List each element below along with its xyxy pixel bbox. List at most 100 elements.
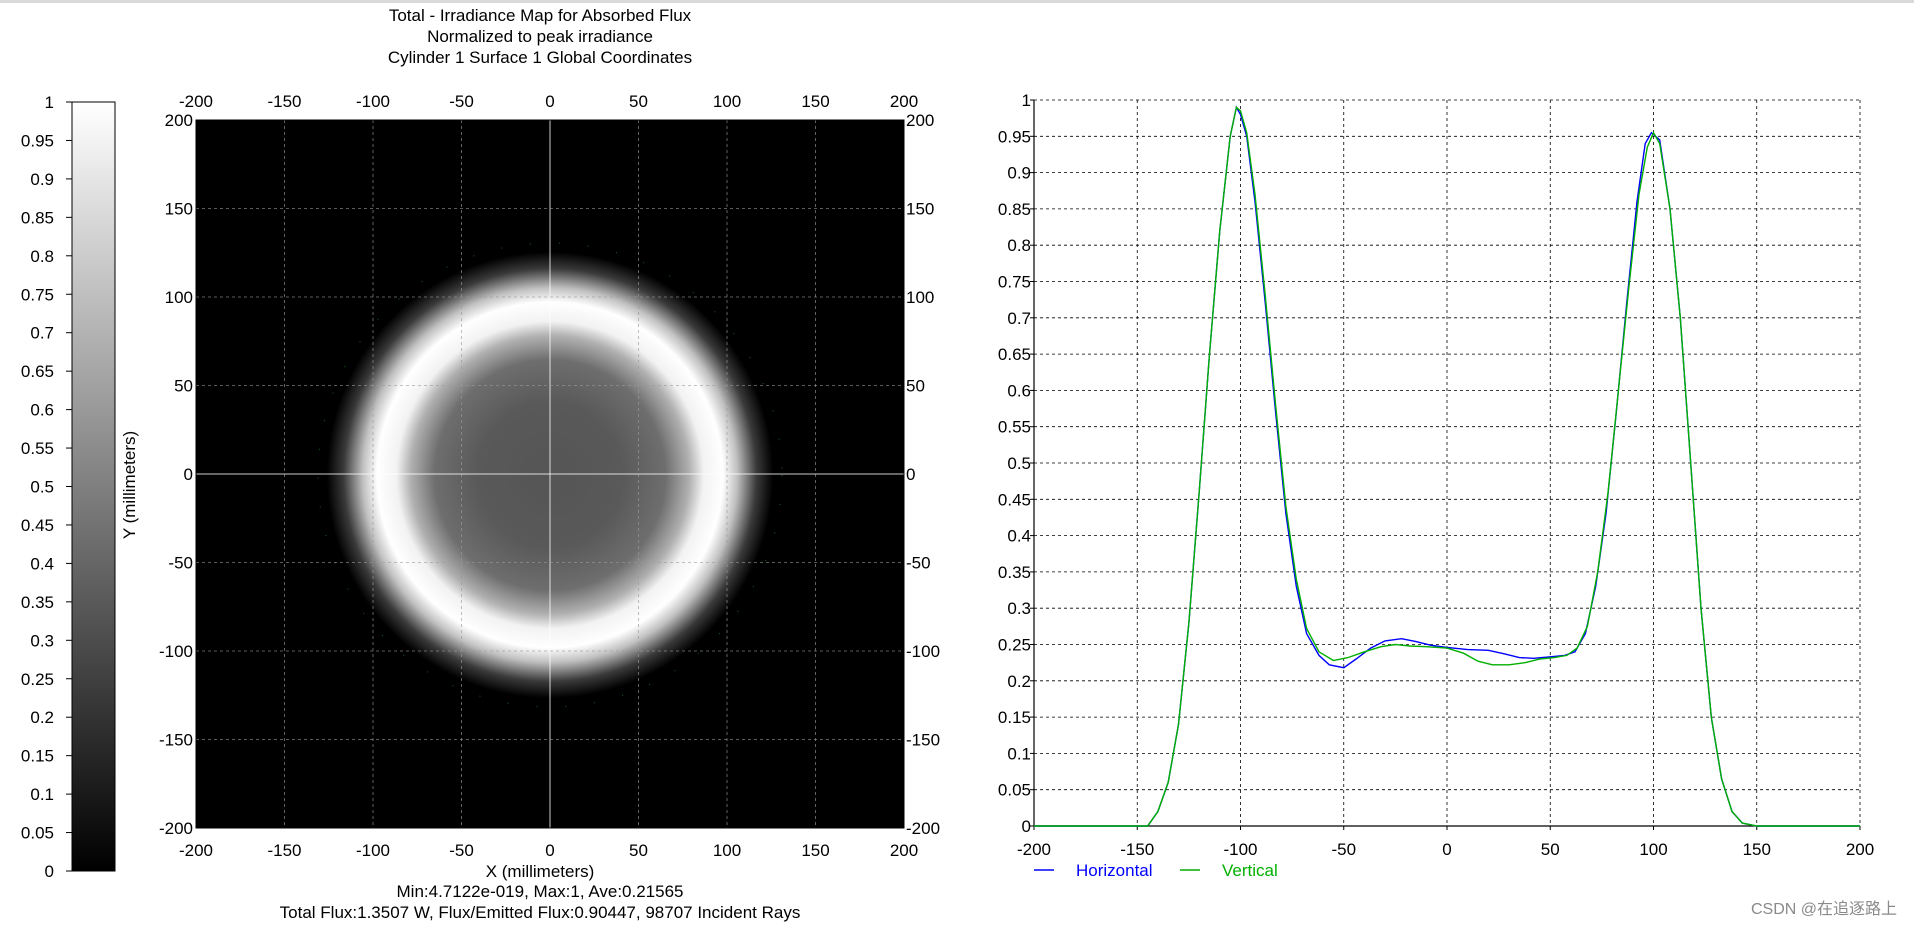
map-x-tick-label-top: -150 bbox=[267, 92, 301, 111]
plot-y-tick-label: 0.65 bbox=[998, 345, 1031, 364]
ray-dots bbox=[317, 242, 783, 708]
map-y-tick-label-right: -50 bbox=[906, 554, 931, 573]
colorbar-tick-label: 0.6 bbox=[30, 401, 54, 420]
colorbar-tick-label: 0.75 bbox=[21, 285, 54, 304]
plot-series bbox=[1034, 105, 1860, 827]
plot-y-tick-label: 0.05 bbox=[998, 781, 1031, 800]
map-x-tick-label-bottom: 100 bbox=[713, 841, 741, 860]
legend-label-horizontal: Horizontal bbox=[1076, 861, 1153, 880]
plot-y-tick-label: 0.7 bbox=[1007, 309, 1031, 328]
map-title-line-1: Total - Irradiance Map for Absorbed Flux bbox=[389, 6, 692, 25]
map-x-tick-label-top: 100 bbox=[713, 92, 741, 111]
map-x-tick-label-bottom: 0 bbox=[545, 841, 554, 860]
map-y-tick-label-left: 50 bbox=[174, 377, 193, 396]
plot-x-tick-label: 0 bbox=[1442, 840, 1451, 859]
plot-y-tick-label: 0.25 bbox=[998, 636, 1031, 655]
window-top-strip bbox=[0, 0, 1914, 3]
plot-x-tick-label: -200 bbox=[1017, 840, 1051, 859]
colorbar-ticks: 0 0.05 0.1 0.15 0.2 0.25 0.3 0.35 0.4 0.45 0.5 0.55… bbox=[21, 93, 72, 881]
map-frame bbox=[195, 119, 905, 829]
series-line-vertical bbox=[1034, 105, 1860, 827]
plot-x-tick-label: 150 bbox=[1743, 840, 1771, 859]
map-title-line-2: Normalized to peak irradiance bbox=[427, 27, 653, 46]
profile-line-chart: -200 -150 -100 -50 0 50 100 150 200 0 0.05 0.1 0.15 0… bbox=[998, 91, 1874, 880]
map-x-tick-label-top: -100 bbox=[356, 92, 390, 111]
map-y-tick-label-left: -50 bbox=[168, 554, 193, 573]
colorbar-gradient bbox=[71, 101, 116, 872]
map-y-tick-label-right: -200 bbox=[906, 819, 940, 838]
plot-y-tick-label: 0.45 bbox=[998, 490, 1031, 509]
plot-y-tick-label: 0.85 bbox=[998, 200, 1031, 219]
colorbar-tick-label: 0.9 bbox=[30, 170, 54, 189]
map-ticks: -200 -200 -150 -150 -100 -100 -50 -50 0 0 50 50 100 1… bbox=[159, 92, 940, 860]
map-y-tick-label-left: 150 bbox=[165, 200, 193, 219]
irradiance-map: -200 -200 -150 -150 -100 -100 -50 -50 0 0 50 50 100 1… bbox=[120, 92, 940, 922]
map-y-tick-label-right: -100 bbox=[906, 642, 940, 661]
map-y-tick-label-left: -100 bbox=[159, 642, 193, 661]
plot-y-tick-label: 0.3 bbox=[1007, 599, 1031, 618]
map-x-tick-label-top: 150 bbox=[801, 92, 829, 111]
map-y-tick-label-right: 200 bbox=[906, 111, 934, 130]
legend-label-vertical: Vertical bbox=[1222, 861, 1278, 880]
plot-y-tick-label: 0.1 bbox=[1007, 744, 1031, 763]
plot-x-tick-label: -50 bbox=[1331, 840, 1356, 859]
plot-y-tick-label: 0.35 bbox=[998, 563, 1031, 582]
map-y-tick-label-left: -150 bbox=[159, 731, 193, 750]
plot-y-tick-label: 0.9 bbox=[1007, 164, 1031, 183]
colorbar-tick-label: 0.8 bbox=[30, 247, 54, 266]
map-y-axis-label: Y (millimeters) bbox=[120, 431, 139, 539]
map-y-tick-label-right: 0 bbox=[906, 465, 915, 484]
map-title-line-3: Cylinder 1 Surface 1 Global Coordinates bbox=[388, 48, 692, 67]
plot-grid bbox=[1034, 99, 1861, 826]
colorbar-tick-label: 0.65 bbox=[21, 362, 54, 381]
colorbar-tick-label: 0.45 bbox=[21, 516, 54, 535]
colorbar-tick-label: 0.05 bbox=[21, 824, 54, 843]
map-x-axis-label: X (millimeters) bbox=[486, 862, 595, 881]
map-y-tick-label-right: 50 bbox=[906, 377, 925, 396]
map-y-tick-label-right: 150 bbox=[906, 200, 934, 219]
plot-y-tick-label: 0.5 bbox=[1007, 454, 1031, 473]
colorbar-tick-label: 0.1 bbox=[30, 785, 54, 804]
map-x-tick-label-bottom: -150 bbox=[267, 841, 301, 860]
colorbar-tick-label: 0.25 bbox=[21, 670, 54, 689]
map-stats-line-1: Min:4.7122e-019, Max:1, Ave:0.21565 bbox=[397, 882, 684, 901]
colorbar-tick-label: 0.5 bbox=[30, 478, 54, 497]
colorbar-tick-label: 0.2 bbox=[30, 708, 54, 727]
colorbar-tick-label: 0.85 bbox=[21, 208, 54, 227]
plot-y-tick-label: 0.95 bbox=[998, 127, 1031, 146]
map-y-tick-label-left: -200 bbox=[159, 819, 193, 838]
map-y-tick-label-left: 0 bbox=[184, 465, 193, 484]
colorbar-tick-label: 0.7 bbox=[30, 324, 54, 343]
map-x-tick-label-top: 50 bbox=[629, 92, 648, 111]
map-y-tick-label-left: 100 bbox=[165, 288, 193, 307]
map-x-tick-label-bottom: 50 bbox=[629, 841, 648, 860]
colorbar-tick-label: 0.3 bbox=[30, 631, 54, 650]
plot-legend: Horizontal Vertical bbox=[1034, 861, 1278, 880]
map-x-tick-label-bottom: -200 bbox=[179, 841, 213, 860]
map-x-tick-label-bottom: 200 bbox=[890, 841, 918, 860]
plot-y-tick-label: 0.15 bbox=[998, 708, 1031, 727]
plot-x-tick-label: 100 bbox=[1639, 840, 1667, 859]
map-y-tick-label-right: -150 bbox=[906, 731, 940, 750]
colorbar-tick-label: 0.55 bbox=[21, 439, 54, 458]
map-title: Total - Irradiance Map for Absorbed Flux… bbox=[388, 6, 692, 67]
plot-x-tick-label: -150 bbox=[1120, 840, 1154, 859]
map-x-tick-label-top: 200 bbox=[890, 92, 918, 111]
colorbar-tick-label: 0 bbox=[45, 862, 54, 881]
colorbar: 0 0.05 0.1 0.15 0.2 0.25 0.3 0.35 0.4 0.45 0.5 0.55… bbox=[21, 93, 116, 881]
plot-y-tick-label: 0 bbox=[1022, 817, 1031, 836]
plot-ticks: -200 -150 -100 -50 0 50 100 150 200 0 0.05 0.1 0.15 0… bbox=[998, 91, 1874, 859]
map-y-tick-label-right: 100 bbox=[906, 288, 934, 307]
map-x-tick-label-bottom: -100 bbox=[356, 841, 390, 860]
plot-y-tick-label: 0.8 bbox=[1007, 236, 1031, 255]
plot-y-tick-label: 1 bbox=[1022, 91, 1031, 110]
colorbar-tick-label: 1 bbox=[45, 93, 54, 112]
plot-x-tick-label: 50 bbox=[1541, 840, 1560, 859]
map-grid bbox=[196, 120, 904, 828]
colorbar-tick-label: 0.4 bbox=[30, 554, 54, 573]
plot-y-tick-label: 0.55 bbox=[998, 418, 1031, 437]
plot-x-tick-label: -100 bbox=[1223, 840, 1257, 859]
map-x-tick-label-top: -50 bbox=[449, 92, 474, 111]
map-x-tick-label-top: -200 bbox=[179, 92, 213, 111]
